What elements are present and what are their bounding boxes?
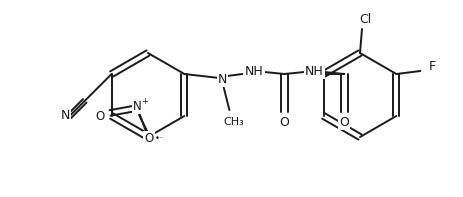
Text: O: O — [144, 132, 153, 145]
Text: F: F — [428, 60, 435, 73]
Text: N: N — [132, 100, 141, 113]
Text: N: N — [60, 109, 70, 122]
Text: •⁻: •⁻ — [154, 134, 163, 143]
Text: NH: NH — [244, 64, 263, 77]
Text: O: O — [95, 111, 105, 124]
Text: Cl: Cl — [358, 12, 370, 25]
Text: O: O — [339, 115, 349, 128]
Text: +: + — [141, 98, 148, 106]
Text: CH₃: CH₃ — [223, 117, 243, 127]
Text: O: O — [279, 115, 289, 128]
Text: N: N — [217, 72, 226, 85]
Text: NH: NH — [304, 64, 323, 77]
